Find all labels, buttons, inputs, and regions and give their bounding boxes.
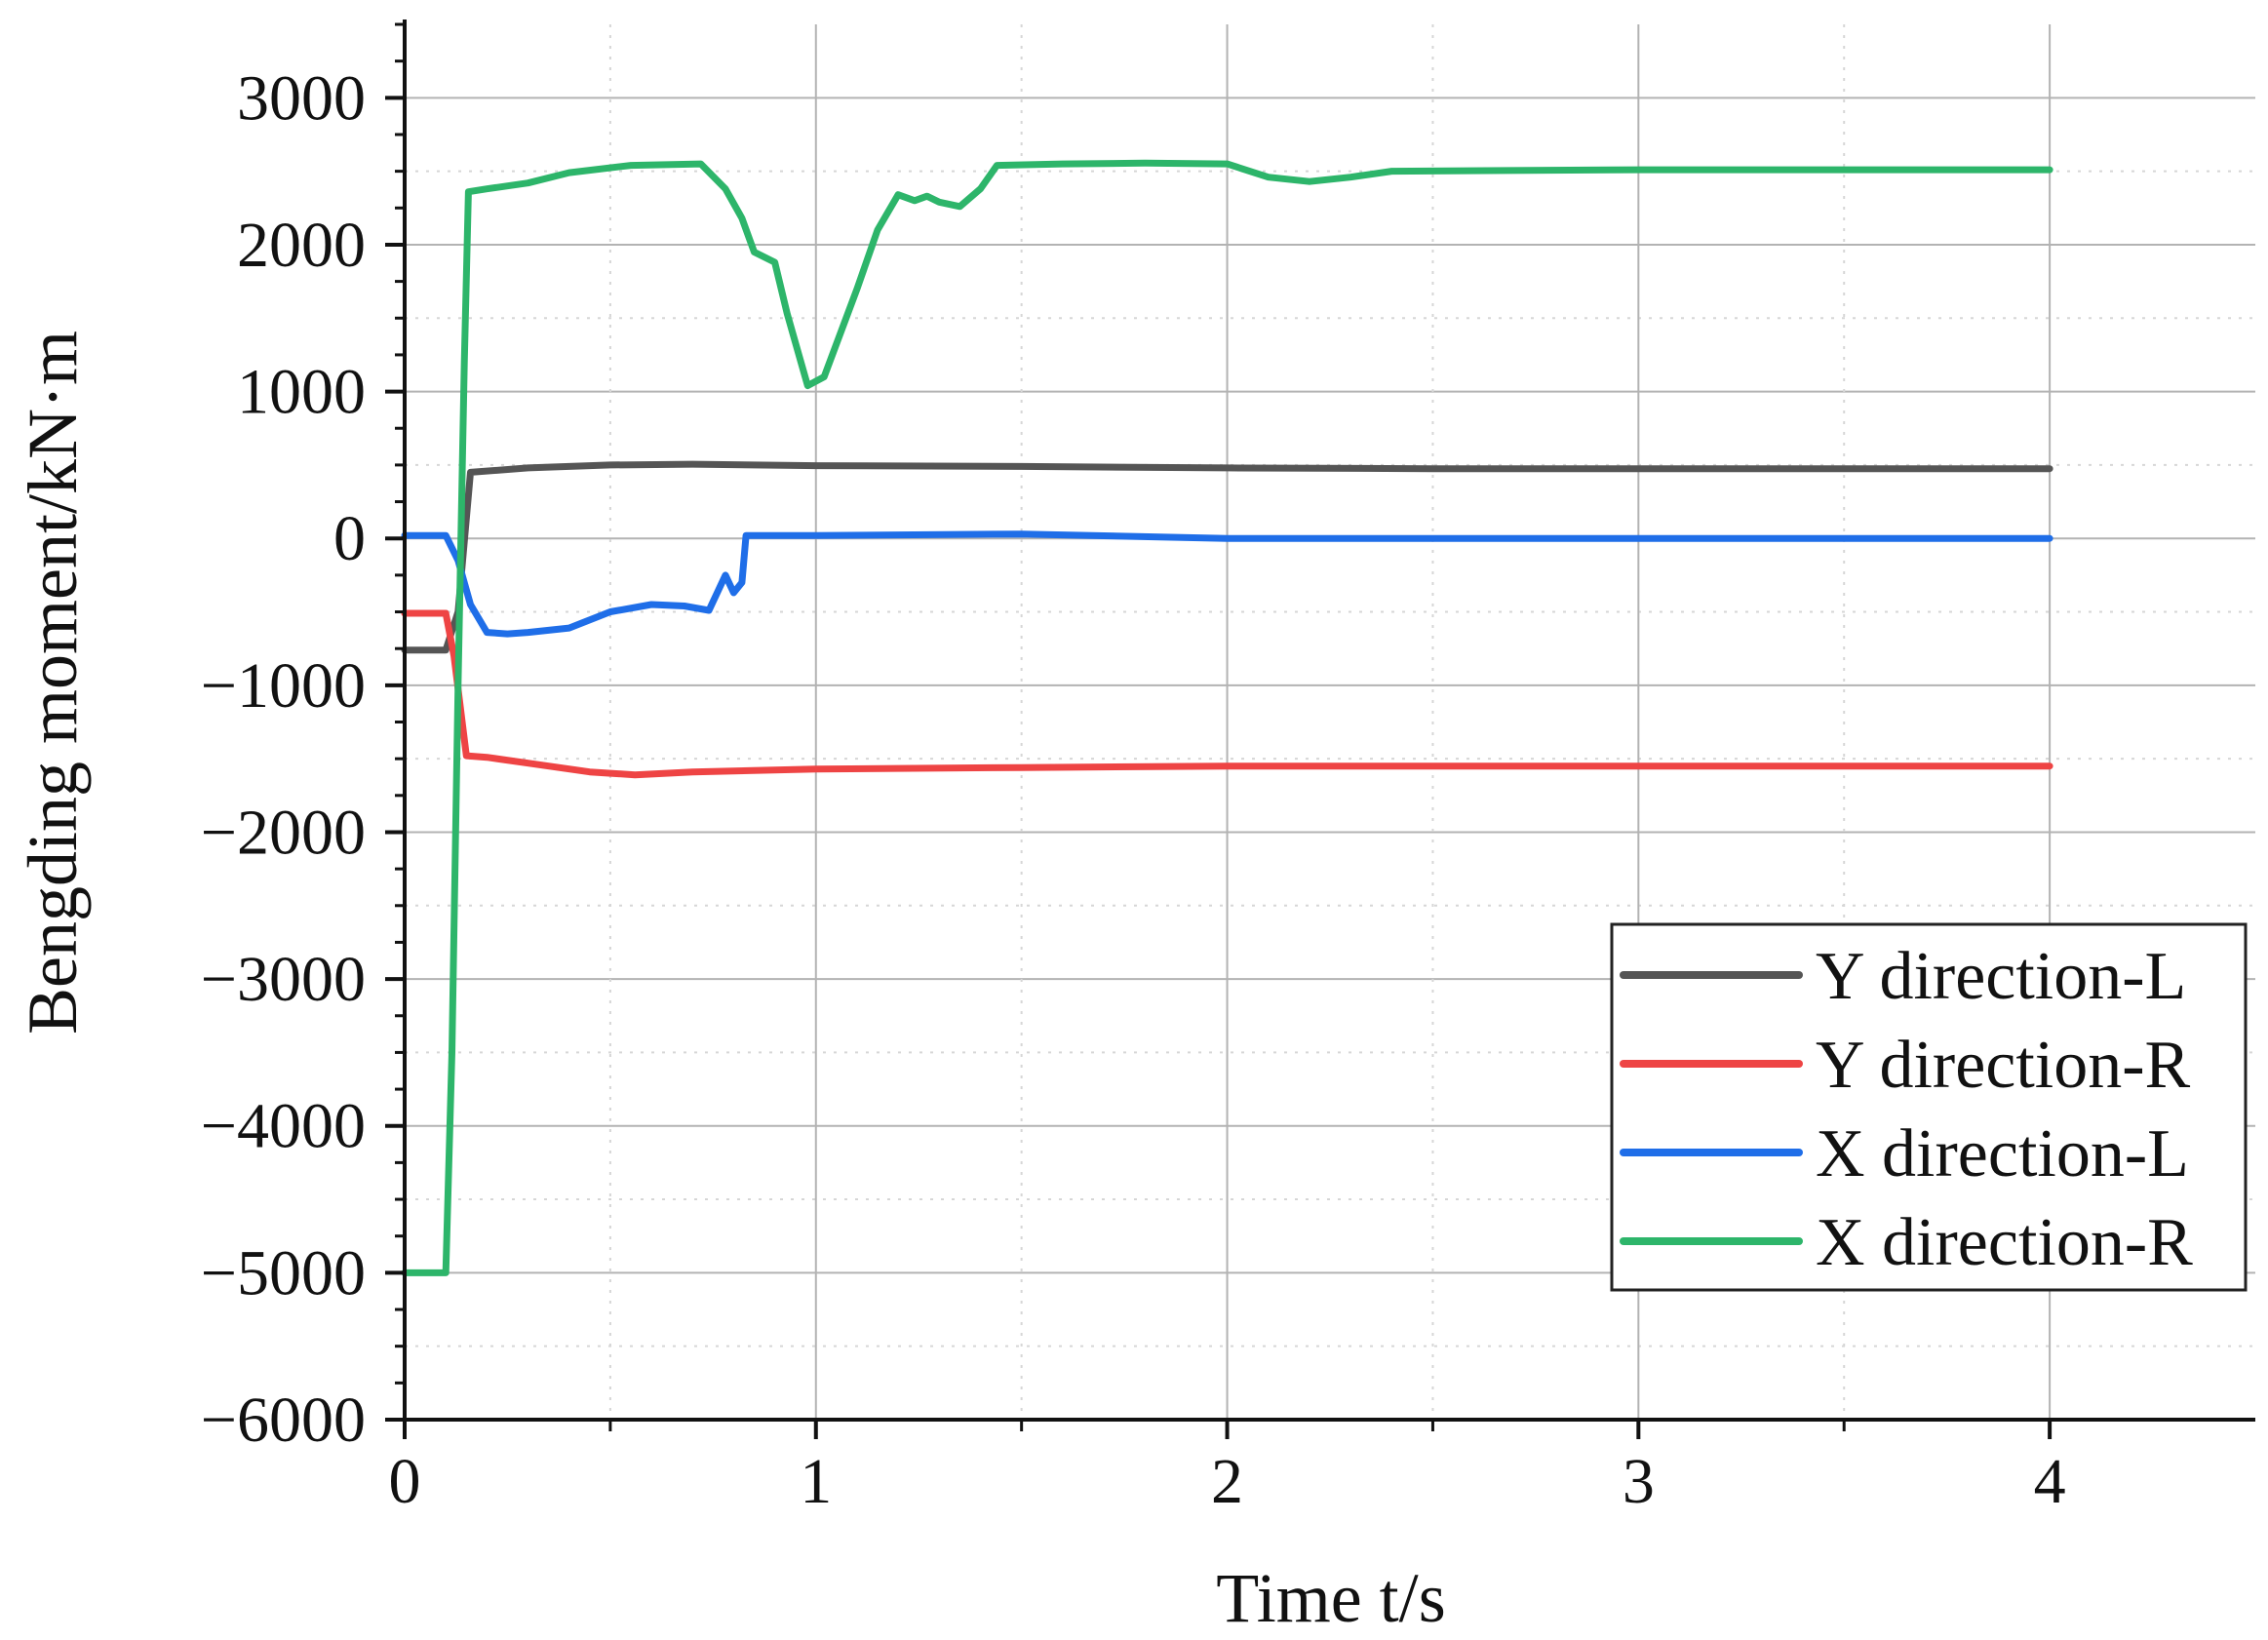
x-tick-label: 1 [800, 1446, 832, 1517]
y-tick-label: −6000 [201, 1385, 366, 1456]
x-axis-title: Time t/s [1216, 1559, 1445, 1637]
y-tick-label: 0 [333, 503, 366, 574]
legend-label: Y direction-L [1816, 939, 2186, 1014]
y-tick-label: −2000 [201, 797, 366, 868]
x-tick-label: 2 [1211, 1446, 1243, 1517]
y-tick-label: −1000 [201, 650, 366, 722]
series-line [401, 159, 2053, 1276]
tick-labels: 3000 2000 1000 0 −1000 −2000 −3000 −4000 −5000 −6… [201, 62, 2066, 1517]
x-tick-label: 0 [389, 1446, 421, 1517]
legend-label: X direction-L [1816, 1116, 2189, 1191]
legend: Y direction-L Y direction-R X direction-L X… [1610, 922, 2248, 1292]
series-line [401, 530, 2053, 638]
y-tick-label: 3000 [237, 62, 366, 134]
axes [385, 20, 2255, 1439]
y-tick-label: −3000 [201, 944, 366, 1015]
x-tick-label: 4 [2034, 1446, 2066, 1517]
x-tick-label: 3 [1623, 1446, 1655, 1517]
legend-box [1610, 922, 2248, 1292]
legend-label: X direction-R [1816, 1205, 2193, 1280]
y-tick-label: −5000 [201, 1237, 366, 1308]
legend-label: Y direction-R [1816, 1028, 2191, 1103]
y-tick-label: 2000 [237, 210, 366, 281]
y-tick-label: −4000 [201, 1091, 366, 1162]
series-lines [401, 159, 2053, 1276]
y-axis-title: Bengding moment/kN·m [14, 331, 92, 1035]
legend-items: Y direction-L Y direction-R X direction-L X… [1620, 939, 2193, 1280]
y-tick-label: 1000 [237, 357, 366, 428]
